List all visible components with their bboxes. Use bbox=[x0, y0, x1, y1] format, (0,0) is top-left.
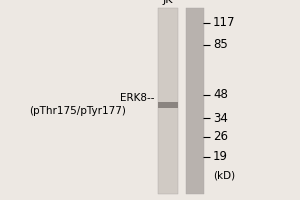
Text: 117: 117 bbox=[213, 17, 236, 29]
Text: 26: 26 bbox=[213, 130, 228, 144]
Text: (pThr175/pTyr177): (pThr175/pTyr177) bbox=[29, 106, 126, 116]
Text: 19: 19 bbox=[213, 150, 228, 164]
Text: 85: 85 bbox=[213, 38, 228, 51]
Bar bbox=[158, 8, 178, 194]
Text: 48: 48 bbox=[213, 88, 228, 102]
Bar bbox=[158, 102, 178, 108]
Text: JK: JK bbox=[163, 0, 173, 5]
Bar bbox=[186, 8, 204, 194]
Text: (kD): (kD) bbox=[213, 170, 235, 180]
Text: 34: 34 bbox=[213, 112, 228, 124]
Text: ERK8--: ERK8-- bbox=[120, 93, 154, 103]
